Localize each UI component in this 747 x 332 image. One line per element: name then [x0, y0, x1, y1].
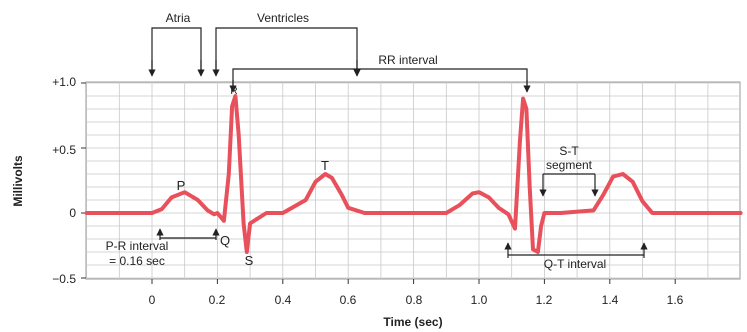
t-wave-label: T: [321, 158, 329, 173]
y-tick-label-minus-0-5: −0.5: [52, 272, 76, 286]
ventricles-bracket: [215, 27, 358, 73]
y-tick-label-0: 0: [69, 206, 76, 220]
x-tick-label-0-8: 0.8: [406, 293, 423, 307]
x-tick-labels: 0 0.2 0.4 0.6 0.8 1.0 1.2 1.4 1.6: [149, 293, 684, 307]
ecg-trace-line: [84, 94, 743, 254]
st-segment-label-line2: segment: [546, 158, 593, 172]
pr-interval-label-line2: = 0.16 sec: [109, 254, 165, 268]
r-wave-label: R: [230, 86, 237, 97]
y-tick-label-plus-1: +1.0: [52, 75, 76, 89]
y-tick-labels: +1.0 +0.5 0 −0.5: [52, 75, 76, 286]
x-tick-label-1-6: 1.6: [667, 293, 684, 307]
qt-interval-label: Q-T interval: [544, 257, 606, 271]
y-tick-label-plus-0-5: +0.5: [52, 143, 76, 157]
rr-interval-label: RR interval: [378, 53, 437, 67]
x-tick-label-1-2: 1.2: [536, 293, 553, 307]
x-tick-label-0-2: 0.2: [209, 293, 226, 307]
x-tick-label-1-4: 1.4: [602, 293, 619, 307]
p-wave-label: P: [177, 178, 186, 193]
x-tick-label-0-6: 0.6: [340, 293, 357, 307]
rr-interval-bracket: [232, 68, 528, 88]
x-tick-label-0: 0: [149, 293, 156, 307]
x-tick-label-1-0: 1.0: [471, 293, 488, 307]
y-axis-title: Millivolts: [11, 155, 25, 207]
x-tick-label-0-4: 0.4: [275, 293, 292, 307]
s-wave-label: S: [245, 253, 254, 268]
st-segment-label-line1: S-T: [559, 144, 579, 158]
x-axis-title: Time (sec): [383, 315, 442, 329]
ventricles-label: Ventricles: [257, 11, 309, 25]
atria-bracket: [151, 27, 202, 73]
pr-interval-label-line1: P-R interval: [106, 239, 169, 253]
q-wave-label: Q: [220, 233, 230, 248]
atria-label: Atria: [166, 11, 191, 25]
